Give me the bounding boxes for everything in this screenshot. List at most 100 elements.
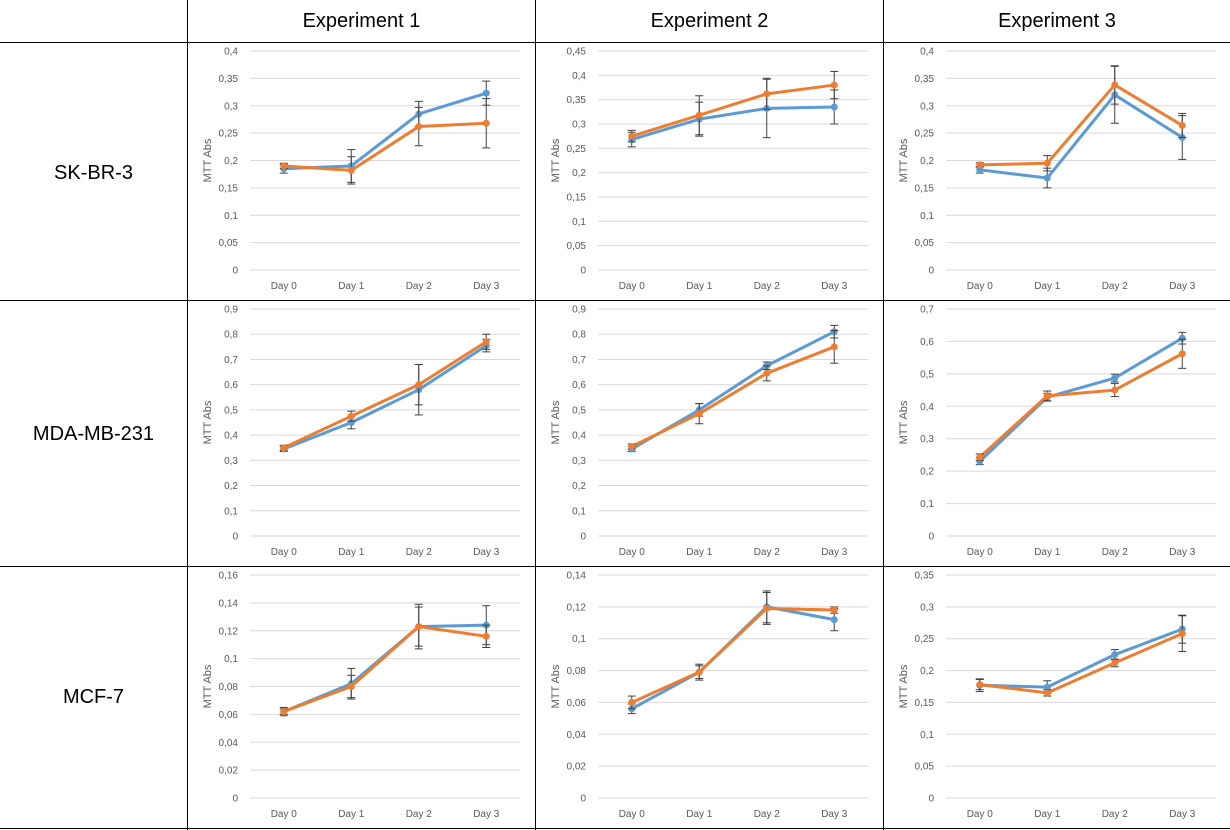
column-divider bbox=[883, 0, 884, 830]
x-tick-label: Day 3 bbox=[1169, 281, 1196, 292]
series-line-2 bbox=[282, 625, 488, 714]
x-tick-label: Day 2 bbox=[754, 281, 781, 292]
x-tick-label: Day 0 bbox=[619, 281, 646, 292]
y-tick-label: 0,15 bbox=[219, 183, 239, 194]
data-point bbox=[830, 103, 838, 111]
row-divider bbox=[0, 42, 1230, 43]
data-point bbox=[280, 444, 288, 452]
series-line-1 bbox=[282, 344, 488, 451]
y-tick-label: 0,1 bbox=[224, 506, 238, 517]
y-tick-label: 0,04 bbox=[567, 730, 587, 741]
data-point bbox=[976, 166, 984, 174]
y-tick-label: 0,2 bbox=[572, 168, 586, 179]
series-line-1 bbox=[978, 93, 1184, 180]
y-tick-label: 0,1 bbox=[572, 217, 586, 228]
y-tick-label: 0,5 bbox=[572, 405, 586, 416]
y-tick-label: 0 bbox=[580, 266, 586, 277]
series-line-1 bbox=[630, 105, 836, 142]
y-tick-label: 0,1 bbox=[920, 730, 934, 741]
x-tick-label: Day 2 bbox=[406, 281, 433, 292]
x-tick-label: Day 2 bbox=[754, 809, 781, 820]
y-tick-label: 0,14 bbox=[567, 571, 587, 582]
data-point bbox=[628, 132, 636, 140]
chart-mcf-7-experiment-3: 0 0,05 0,1 0,15 0,2 0,25 0,3 0,35 Day 0 Day 1 Day … bbox=[898, 571, 1216, 820]
data-point bbox=[1043, 689, 1051, 697]
y-tick-label: 0,8 bbox=[224, 330, 238, 341]
data-point bbox=[628, 698, 636, 706]
y-tick-label: 0,15 bbox=[915, 183, 935, 194]
y-axis-label: MTT Abs bbox=[550, 400, 562, 444]
data-point bbox=[482, 89, 490, 97]
chart-mda-mb-231-experiment-1: 0 0,1 0,2 0,3 0,4 0,5 0,6 0,7 0,8 0,9 Day 0 Day 1 Da… bbox=[202, 305, 520, 558]
y-tick-label: 0,4 bbox=[572, 71, 586, 82]
series-line-2 bbox=[978, 83, 1184, 167]
data-point bbox=[1178, 630, 1186, 638]
y-tick-label: 0,15 bbox=[567, 193, 587, 204]
y-axis-label: MTT Abs bbox=[898, 138, 910, 182]
y-tick-label: 0,25 bbox=[915, 129, 935, 140]
y-axis-label: MTT Abs bbox=[550, 138, 562, 182]
data-point bbox=[1178, 121, 1186, 129]
x-tick-label: Day 3 bbox=[473, 547, 500, 558]
y-tick-label: 0 bbox=[928, 794, 934, 805]
data-point bbox=[1043, 683, 1051, 691]
y-tick-label: 0,35 bbox=[567, 95, 587, 106]
data-point bbox=[830, 616, 838, 624]
column-header-experiment-2: Experiment 2 bbox=[650, 10, 769, 32]
row-divider bbox=[0, 300, 1230, 301]
y-tick-label: 0 bbox=[580, 532, 586, 543]
y-tick-label: 0,02 bbox=[567, 762, 587, 773]
x-tick-label: Day 0 bbox=[967, 547, 994, 558]
x-tick-label: Day 3 bbox=[821, 547, 848, 558]
y-tick-label: 0,1 bbox=[224, 654, 238, 665]
y-tick-label: 0,1 bbox=[572, 634, 586, 645]
data-point bbox=[415, 623, 423, 631]
y-axis-label: MTT Abs bbox=[550, 664, 562, 708]
series-line-2 bbox=[978, 632, 1184, 695]
data-point bbox=[1178, 350, 1186, 358]
x-tick-label: Day 1 bbox=[686, 281, 713, 292]
x-tick-label: Day 2 bbox=[754, 547, 781, 558]
y-tick-label: 0,2 bbox=[920, 666, 934, 677]
y-tick-label: 0,4 bbox=[224, 47, 238, 58]
chart-mda-mb-231-experiment-3: 0 0,1 0,2 0,3 0,4 0,5 0,6 0,7 Day 0 Day 1 Day 2 Day… bbox=[898, 305, 1216, 558]
x-tick-label: Day 2 bbox=[1102, 809, 1129, 820]
chart-mcf-7-experiment-2: 0 0,02 0,04 0,06 0,08 0,1 0,12 0,14 Day 0 Day 1 Da… bbox=[550, 571, 868, 820]
y-tick-label: 0,7 bbox=[224, 355, 238, 366]
y-axis-label: MTT Abs bbox=[202, 138, 214, 182]
y-tick-label: 0,7 bbox=[572, 355, 586, 366]
data-point bbox=[976, 453, 984, 461]
x-tick-label: Day 0 bbox=[619, 547, 646, 558]
data-point bbox=[347, 412, 355, 420]
y-tick-label: 0,14 bbox=[219, 598, 239, 609]
y-tick-label: 0,1 bbox=[920, 499, 934, 510]
y-tick-label: 0,4 bbox=[572, 431, 586, 442]
data-point bbox=[1043, 392, 1051, 400]
data-point bbox=[280, 162, 288, 170]
x-tick-label: Day 0 bbox=[271, 281, 298, 292]
y-tick-label: 0,35 bbox=[915, 74, 935, 85]
series-line-1 bbox=[978, 627, 1184, 689]
y-axis-label: MTT Abs bbox=[898, 400, 910, 444]
x-tick-label: Day 3 bbox=[1169, 809, 1196, 820]
y-tick-label: 0,16 bbox=[219, 571, 239, 582]
row-label-mcf-7: MCF-7 bbox=[62, 686, 125, 708]
data-point bbox=[1178, 334, 1186, 342]
y-tick-label: 0,06 bbox=[567, 698, 587, 709]
y-tick-label: 0,9 bbox=[224, 305, 238, 316]
y-tick-label: 0,2 bbox=[920, 467, 934, 478]
series-line-2 bbox=[630, 606, 836, 704]
data-point bbox=[695, 668, 703, 676]
data-point bbox=[1043, 159, 1051, 167]
y-tick-label: 0,4 bbox=[920, 47, 934, 58]
chart-sk-br-3-experiment-2: 0 0,05 0,1 0,15 0,2 0,25 0,3 0,35 0,4 0,45 Day 0 Da… bbox=[550, 47, 868, 292]
x-tick-label: Day 1 bbox=[1034, 809, 1061, 820]
data-point bbox=[347, 166, 355, 174]
data-point bbox=[482, 632, 490, 640]
y-tick-label: 0 bbox=[232, 266, 238, 277]
y-tick-label: 0,1 bbox=[224, 211, 238, 222]
data-point bbox=[347, 683, 355, 690]
x-tick-label: Day 3 bbox=[1169, 547, 1196, 558]
y-tick-label: 0,1 bbox=[920, 211, 934, 222]
y-tick-label: 0,12 bbox=[219, 626, 239, 637]
